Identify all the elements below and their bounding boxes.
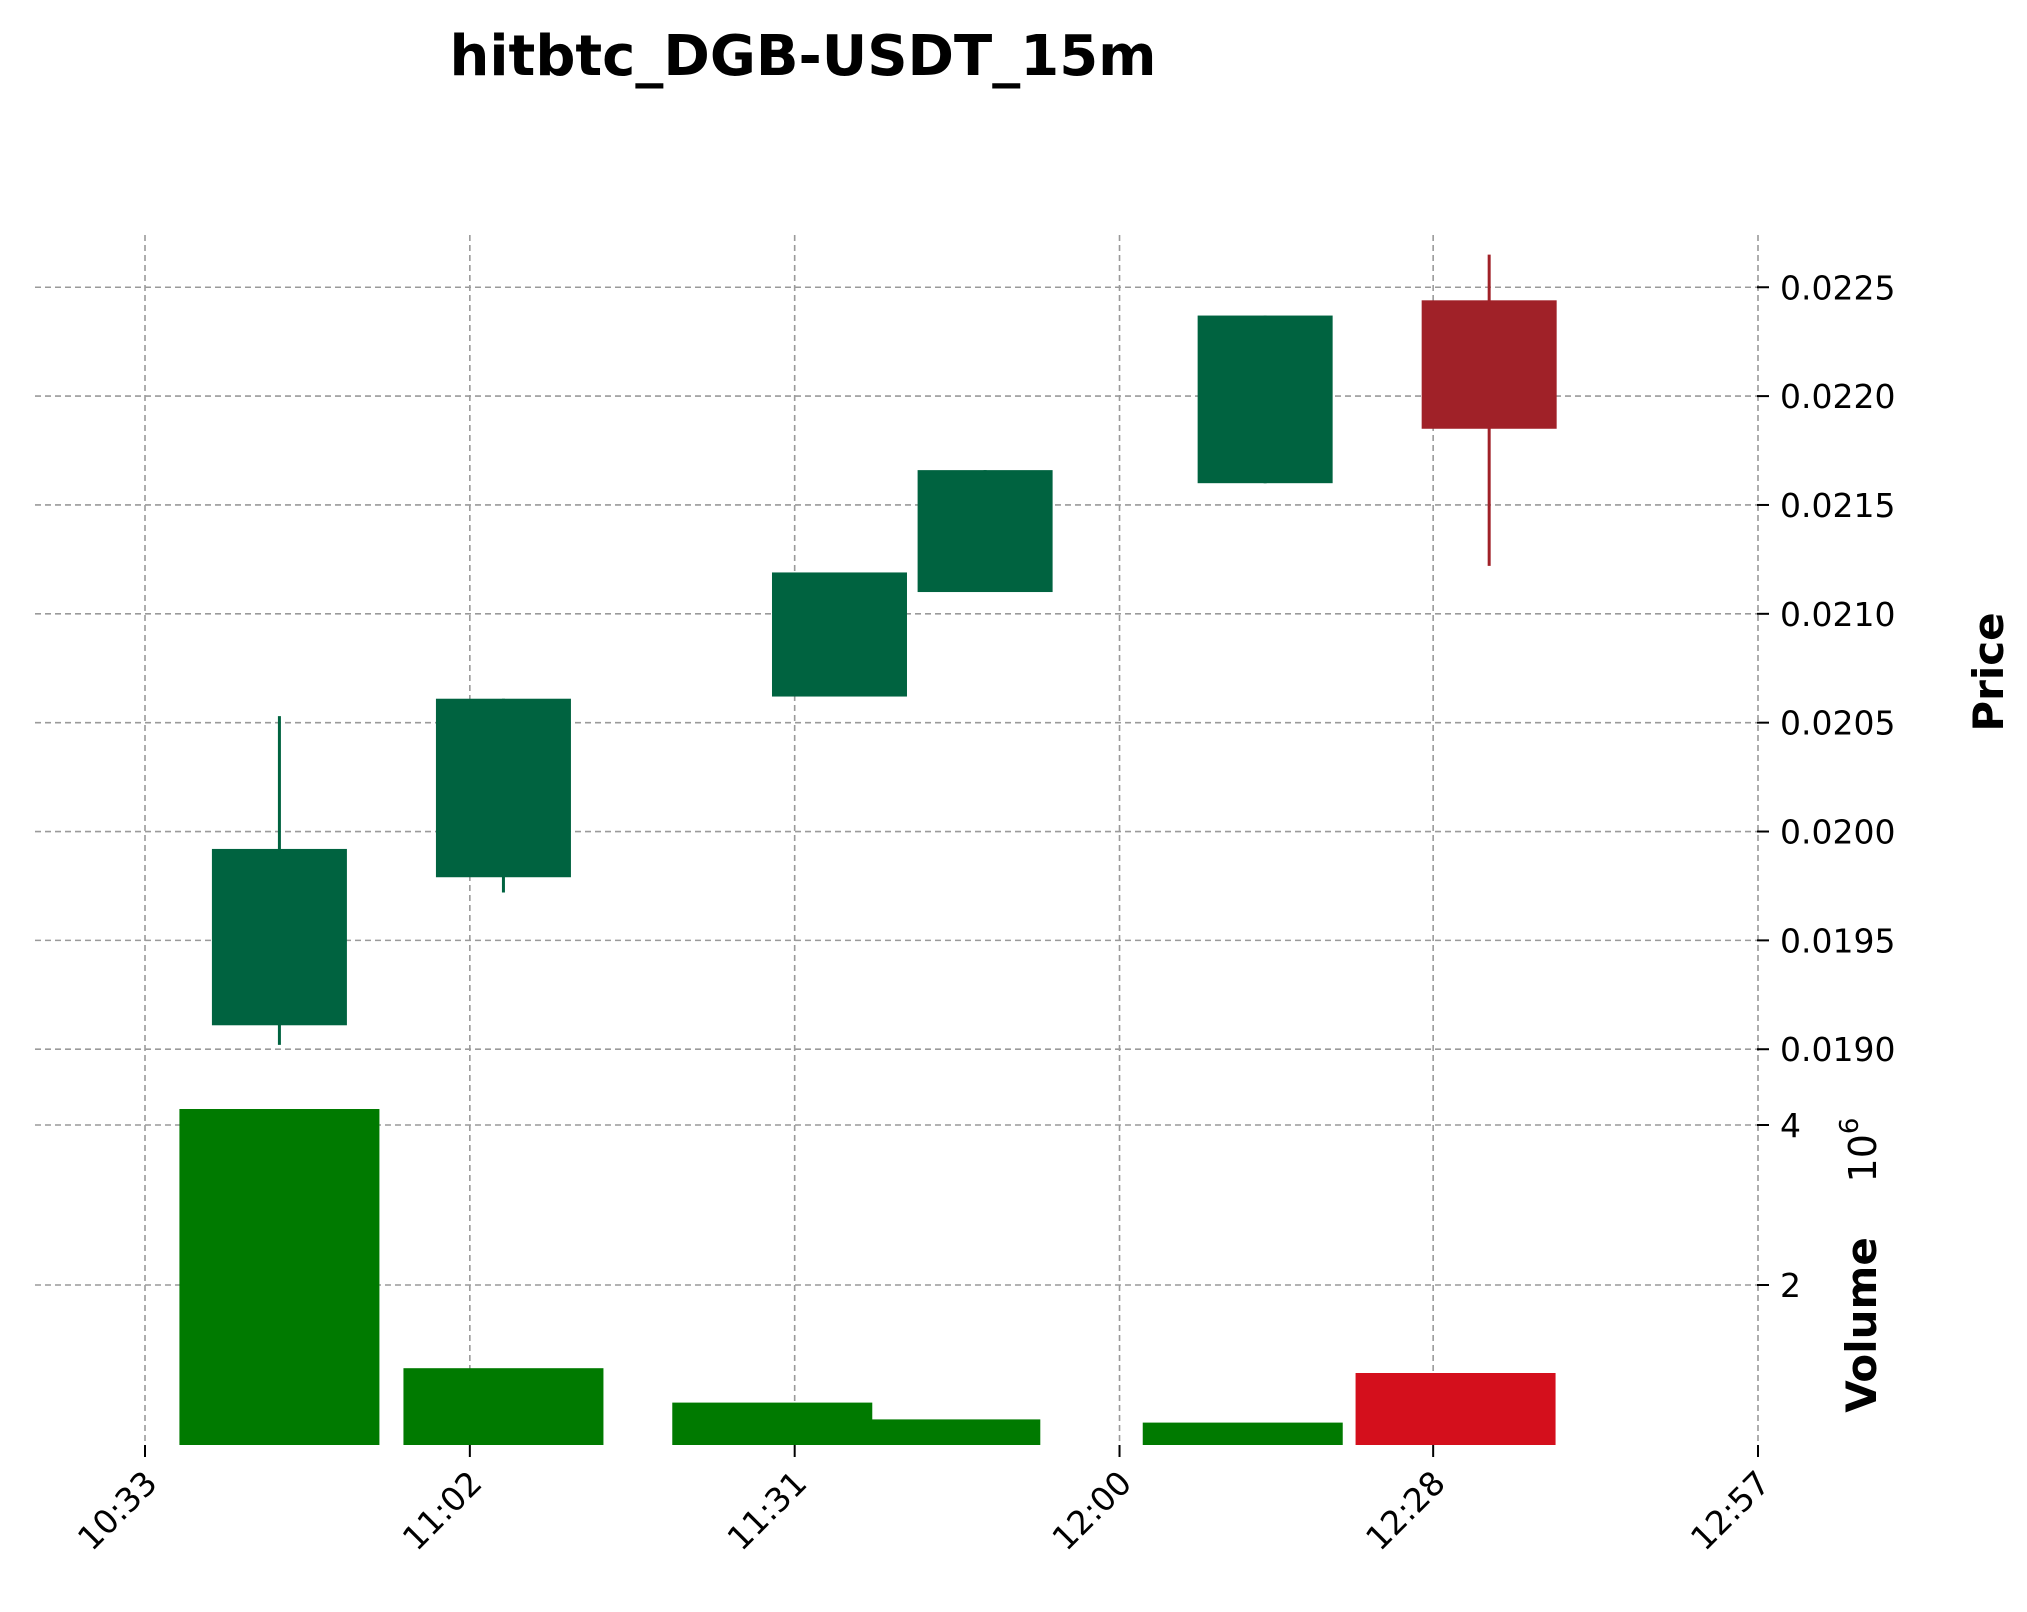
candle-body	[1197, 315, 1333, 484]
x-tick-label: 10:33	[70, 1463, 165, 1558]
price-axis-label: Price	[1964, 612, 2013, 731]
volume-exponent-label: 106	[1835, 1118, 1885, 1183]
x-tick-label: 11:02	[395, 1463, 490, 1558]
price-tick-label: 0.0215	[1780, 486, 1895, 525]
candle-body	[1421, 300, 1557, 429]
volume-bar	[179, 1109, 380, 1445]
x-tick-label: 12:28	[1358, 1463, 1453, 1558]
price-tick-label: 0.0220	[1780, 377, 1895, 416]
volume-bar	[1355, 1373, 1556, 1445]
candle-body	[435, 698, 571, 878]
x-tick-label: 12:57	[1683, 1463, 1778, 1558]
candle-body	[917, 470, 1053, 593]
price-tick-label: 0.0205	[1780, 704, 1895, 743]
price-candles	[211, 254, 1557, 1045]
volume-exponent-base: 10	[1841, 1134, 1885, 1182]
chart-title: hitbtc_DGB-USDT_15m	[449, 24, 1156, 89]
candle-body	[211, 848, 347, 1026]
price-tick-label: 0.0200	[1780, 813, 1895, 852]
volume-bar	[403, 1368, 604, 1445]
volume-tick-label: 4	[1780, 1106, 1801, 1145]
price-tick-label: 0.0190	[1780, 1030, 1895, 1069]
volume-bars	[179, 1109, 1556, 1445]
x-tick-label: 12:00	[1044, 1463, 1139, 1558]
volume-axis-label: Volume	[1837, 1237, 1886, 1413]
x-tick-label: 11:31	[720, 1463, 815, 1558]
volume-exponent-power: 6	[1835, 1118, 1865, 1135]
volume-bar	[840, 1419, 1041, 1445]
volume-bar	[672, 1402, 873, 1445]
price-tick-label: 0.0225	[1780, 268, 1895, 307]
candle-body	[771, 572, 907, 697]
price-tick-label: 0.0195	[1780, 921, 1895, 960]
price-tick-label: 0.0210	[1780, 595, 1895, 634]
volume-bar	[1142, 1422, 1343, 1445]
volume-tick-label: 2	[1780, 1266, 1801, 1305]
